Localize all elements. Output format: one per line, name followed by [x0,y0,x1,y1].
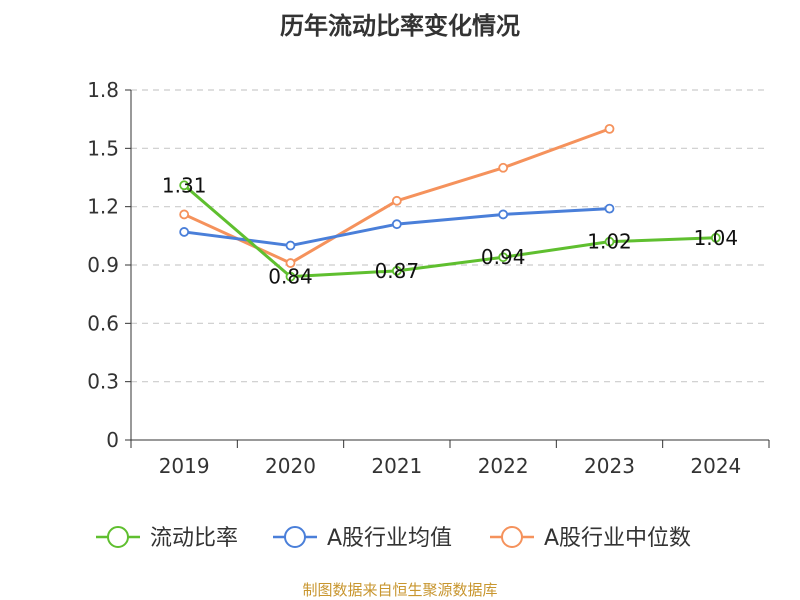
data-label: 0.87 [375,259,420,283]
x-tick-label: 2021 [371,454,422,478]
series-layer [179,123,721,282]
series-3 [179,123,615,268]
data-label: 1.02 [587,230,632,254]
data-point[interactable] [604,203,615,214]
data-point[interactable] [604,236,615,247]
data-label: 0.94 [481,245,526,269]
legend-label: 流动比率 [150,526,238,551]
data-point[interactable] [391,265,402,276]
data-point[interactable] [498,209,509,220]
source-note: 制图数据来自恒生聚源数据库 [302,581,498,599]
series-line [183,184,716,279]
x-tick-label: 2024 [690,454,741,478]
data-point[interactable] [391,195,402,206]
data-labels: 1.31 0.84 0.87 0.94 1.02 1.04 [162,173,738,288]
data-point[interactable] [498,252,509,263]
data-point[interactable] [285,240,296,251]
data-label: 0.84 [268,265,313,289]
x-tick-label: 2020 [265,454,316,478]
legend-item[interactable]: A股行业均值 [273,526,452,551]
x-tick-label: 2022 [478,454,529,478]
legend[interactable]: 流动比率 A股行业均值 A股行业中位数 [96,526,691,551]
legend-label: A股行业均值 [327,526,452,551]
legend-marker-icon [284,526,306,548]
x-tick-label: 2023 [584,454,635,478]
data-point[interactable] [179,227,190,237]
y-tick-label: 0.6 [87,311,119,335]
axes: 0 0.3 0.6 0.9 1.2 1.5 1.8 2019 2020 2021 2022 2023 2… [87,78,770,478]
series-1 [179,180,721,282]
data-point[interactable] [285,258,296,268]
legend-item[interactable]: A股行业中位数 [490,526,691,551]
legend-marker-icon [107,526,129,548]
y-tick-label: 0 [106,428,119,452]
data-point[interactable] [179,180,190,191]
legend-label: A股行业中位数 [544,526,691,551]
grid-lines [131,89,769,383]
data-point[interactable] [285,271,296,282]
y-tick-label: 0.9 [87,253,119,277]
y-tick-label: 1.8 [87,78,119,102]
data-point[interactable] [391,219,402,230]
data-point[interactable] [498,162,509,173]
data-label: 1.04 [694,226,739,250]
legend-item[interactable]: 流动比率 [96,526,238,551]
chart-title: 历年流动比率变化情况 [280,12,520,40]
data-point[interactable] [179,209,190,220]
series-2 [179,203,615,251]
data-point[interactable] [604,123,615,134]
y-tick-label: 1.5 [87,136,119,160]
y-tick-label: 0.3 [87,370,119,394]
data-label: 1.31 [162,173,207,197]
y-tick-label: 1.2 [87,195,119,219]
legend-marker-icon [501,526,523,548]
data-point[interactable] [710,232,721,243]
x-tick-label: 2019 [159,454,210,478]
